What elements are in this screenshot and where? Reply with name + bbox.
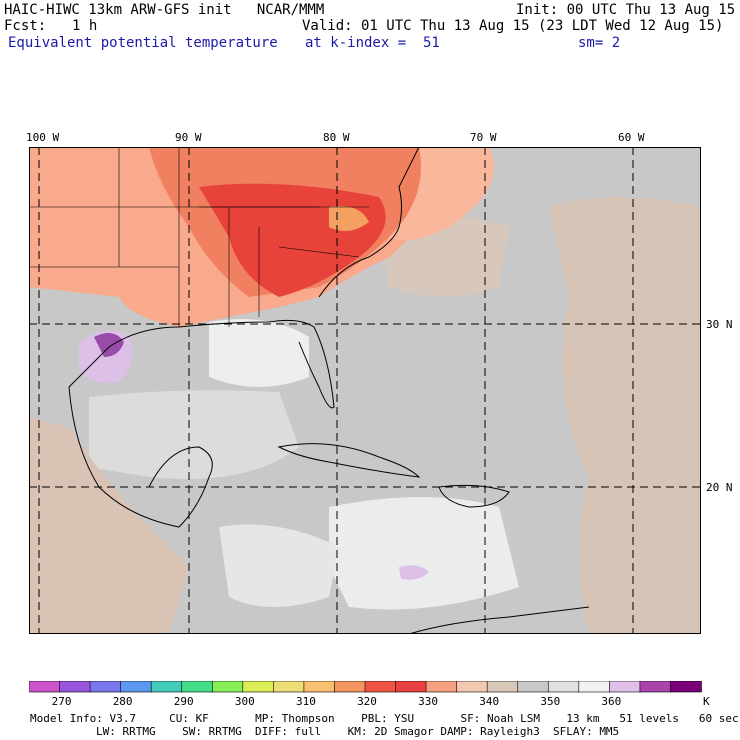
colorbar-swatch	[89, 681, 122, 693]
colorbar-swatch	[517, 681, 550, 693]
coastlines	[68, 147, 590, 634]
colorbar-swatch	[425, 681, 458, 693]
field-name: Equivalent potential temperature	[8, 35, 278, 51]
gulf-white-region	[209, 319, 309, 387]
colorbar: 270 280 290 300 310 320 330 340 350 360 K	[29, 681, 710, 708]
colorbar-swatch	[150, 681, 183, 693]
lon-label-90w: 90 W	[175, 131, 202, 144]
colorbar-swatch	[547, 681, 580, 693]
lon-label-60w: 60 W	[618, 131, 645, 144]
colorbar-swatch	[59, 681, 91, 693]
hot-spot	[329, 206, 369, 231]
lat-lon-grid	[29, 147, 701, 634]
model-info-line-1: Model Info: V3.7 CU: KF MP: Thompson PBL…	[30, 712, 739, 725]
border-7	[278, 246, 360, 258]
colorbar-unit: K	[703, 695, 710, 708]
colorbar-swatch	[609, 681, 641, 693]
colorbar-swatch	[211, 681, 244, 693]
colorbar-tick-label: 350	[540, 695, 560, 708]
colorbar-tick-label: 340	[479, 695, 499, 708]
init-time: Init: 00 UTC Thu 13 Aug 15	[516, 2, 736, 18]
us-east-coast	[318, 147, 420, 298]
plot-title: HAIC-HIWC 13km ARW-GFS init NCAR/MMM	[4, 2, 325, 18]
model-info-line-2: LW: RRTMG SW: RRTMG DIFF: full KM: 2D Sm…	[96, 725, 620, 738]
colorbar-swatch	[273, 681, 305, 693]
us-gulf-coast	[68, 319, 335, 409]
state-borders	[29, 147, 369, 327]
gulf-light-region	[89, 390, 299, 479]
lat-label-20n: 20 N	[706, 481, 733, 494]
colorbar-swatch	[456, 681, 488, 693]
colorbar-tick-label: 280	[113, 695, 133, 708]
level-index: at k-index = 51	[305, 35, 440, 51]
mexico-coast	[68, 386, 213, 528]
lon-label-100w: 100 W	[26, 131, 60, 144]
colorbar-swatch	[364, 681, 397, 693]
colorbar-swatch	[578, 681, 611, 693]
colorbar-tick-label: 300	[235, 695, 255, 708]
map-frame	[29, 147, 701, 634]
valid-time: Valid: 01 UTC Thu 13 Aug 15 (23 LDT Wed …	[302, 18, 724, 34]
lon-label-70w: 70 W	[470, 131, 497, 144]
colorbar-swatch	[334, 681, 366, 693]
colorbar-swatch	[486, 681, 519, 693]
smoothing: sm= 2	[578, 35, 621, 51]
caribbean-light-region	[329, 497, 519, 610]
colorbar-tick-label: 290	[174, 695, 194, 708]
lon-label-80w: 80 W	[323, 131, 350, 144]
colorbar-swatch	[181, 681, 214, 693]
hispaniola	[438, 484, 510, 508]
colorbar-swatch	[395, 681, 427, 693]
tan-mexico-region	[29, 417, 189, 634]
colorbar-swatch	[670, 681, 702, 693]
caribbean-light-region-2	[219, 524, 339, 607]
colorbar-tick-label: 360	[601, 695, 621, 708]
fcst-label: Fcst:	[4, 18, 47, 34]
lat-label-30n: 30 N	[706, 318, 733, 331]
colorbar-tick-label: 270	[52, 695, 72, 708]
colorbar-swatch	[303, 681, 336, 693]
colorbar-swatch	[242, 681, 275, 693]
colorbar-swatch	[639, 681, 672, 693]
colorbar-tick-label: 310	[296, 695, 316, 708]
south-america-coast	[408, 606, 590, 634]
fcst-value: 1 h	[72, 18, 98, 34]
colorbar-swatch	[120, 681, 152, 693]
cuba	[277, 443, 421, 478]
lavender-caribbean-patch	[399, 565, 429, 580]
colorbar-swatch	[29, 681, 61, 693]
tan-east-region	[549, 197, 701, 634]
theta-e-map	[29, 147, 701, 634]
colorbar-tick-label: 320	[357, 695, 377, 708]
colorbar-tick-label: 330	[418, 695, 438, 708]
deep-purple-texas-region	[94, 333, 124, 357]
